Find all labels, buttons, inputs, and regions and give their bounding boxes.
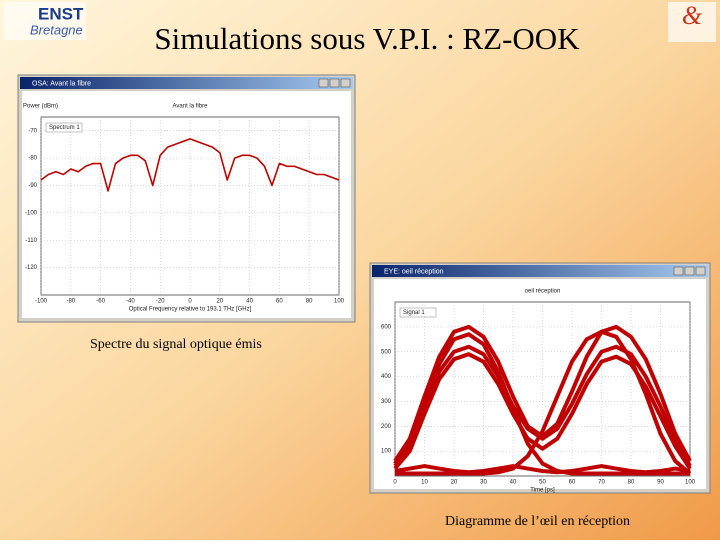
- logo-text: ENST: [38, 4, 84, 23]
- legend-box: [45, 122, 83, 133]
- y-tick-label: -80: [28, 156, 37, 162]
- title-bar: [20, 77, 353, 89]
- x-axis-label: Optical Frequency relative to 193.1 THz …: [129, 307, 252, 313]
- window-button[interactable]: [684, 266, 695, 276]
- x-tick-label: 0: [393, 480, 397, 486]
- x-tick-label: 60: [276, 299, 283, 305]
- y-tick-label: 300: [381, 399, 392, 405]
- y-tick-label: -120: [25, 265, 38, 271]
- window-button[interactable]: [318, 78, 329, 88]
- x-tick-label: -20: [156, 299, 165, 305]
- y-axis-label: Power (dBm): [23, 104, 58, 110]
- data-line: [394, 464, 691, 475]
- legend-box: [399, 307, 437, 318]
- slide-title: Simulations sous V.P.I. : RZ-OOK: [154, 21, 580, 56]
- x-axis-label: Time [ps]: [530, 488, 555, 494]
- y-tick-label: -110: [25, 238, 37, 244]
- x-tick-label: 40: [510, 480, 517, 486]
- logo-box: [4, 2, 86, 40]
- logo-symbol: &: [682, 1, 703, 30]
- y-tick-label: 500: [381, 349, 392, 355]
- x-tick-label: 50: [539, 480, 546, 486]
- x-tick-label: -100: [35, 299, 48, 305]
- x-tick-label: 20: [451, 480, 458, 486]
- legend-entry: Signal 1: [403, 310, 425, 316]
- x-tick-label: -60: [96, 299, 105, 305]
- data-line: [40, 138, 340, 192]
- x-tick-label: 100: [685, 480, 696, 486]
- window-button[interactable]: [695, 266, 706, 276]
- chart-title: oeil réception: [525, 289, 561, 295]
- window-title: OSA: Avant la fibre: [32, 80, 91, 87]
- logo-right: &: [668, 1, 716, 42]
- caption: Spectre du signal optique émis: [90, 337, 262, 352]
- x-tick-label: 60: [569, 480, 576, 486]
- window-button[interactable]: [673, 266, 684, 276]
- title-bar: [372, 265, 708, 277]
- x-tick-label: 80: [628, 480, 635, 486]
- y-tick-label: -90: [28, 183, 37, 189]
- logo-box: [668, 2, 716, 42]
- y-tick-label: -100: [25, 210, 38, 216]
- window-button[interactable]: [329, 78, 340, 88]
- logo-left: ENST Bretagne: [4, 2, 86, 40]
- y-tick-label: -70: [28, 128, 37, 134]
- y-tick-label: 400: [381, 374, 392, 380]
- y-tick-label: 600: [381, 324, 392, 330]
- window-title: EYE: oeil réception: [384, 268, 444, 275]
- chart-title: Avant la fibre: [173, 104, 209, 110]
- x-tick-label: 20: [216, 299, 223, 305]
- x-tick-label: 70: [598, 480, 605, 486]
- plot-area: [40, 116, 340, 296]
- caption: Diagramme de l’œil en réception: [445, 514, 630, 529]
- x-tick-label: 30: [480, 480, 487, 486]
- x-tick-label: 100: [334, 299, 345, 305]
- x-tick-label: 40: [246, 299, 253, 305]
- data-line: [393, 324, 692, 463]
- x-tick-label: 10: [421, 480, 428, 486]
- x-tick-label: -80: [66, 299, 75, 305]
- data-line: [393, 352, 692, 470]
- legend-entry: Spectrum 1: [49, 125, 80, 131]
- logo-text: Bretagne: [30, 22, 83, 37]
- data-line: [393, 344, 692, 468]
- x-tick-label: -40: [126, 299, 135, 305]
- x-tick-label: 90: [657, 480, 664, 486]
- window-button[interactable]: [340, 78, 351, 88]
- x-tick-label: 80: [306, 299, 313, 305]
- y-tick-label: 200: [381, 424, 392, 430]
- y-tick-label: 100: [381, 449, 392, 455]
- x-tick-label: 0: [188, 299, 192, 305]
